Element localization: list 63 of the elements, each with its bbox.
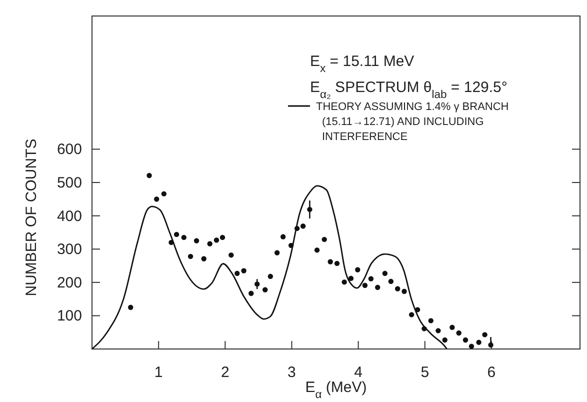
point — [207, 241, 212, 246]
point — [342, 279, 347, 285]
x-tick-label: 6 — [487, 364, 496, 381]
legend-label: THEORY ASSUMING 1.4% γ BRANCH (15.11→12.71) AND INCLUDING INTERFERENCE — [316, 101, 509, 143]
x-axis-title: E$_{α}$ (MeV) — [305, 379, 367, 401]
point — [428, 318, 434, 324]
point — [355, 267, 360, 272]
point — [442, 337, 448, 343]
point — [228, 252, 234, 258]
point — [482, 332, 488, 338]
point — [268, 274, 274, 280]
point — [322, 236, 327, 242]
point — [146, 172, 152, 178]
y-tick-label: 600 — [56, 141, 82, 158]
point — [348, 276, 354, 282]
point — [161, 191, 166, 196]
point — [262, 287, 268, 292]
point — [362, 282, 368, 288]
point — [388, 278, 394, 284]
point — [280, 234, 286, 240]
x-tick-label: 3 — [288, 364, 296, 381]
x-tick-label: 5 — [420, 364, 430, 381]
text: E$_{x}$ = 15.11 MeV — [310, 53, 414, 75]
point — [234, 270, 240, 276]
y-tick-label: 200 — [56, 274, 82, 292]
point — [456, 330, 462, 336]
point — [476, 340, 482, 345]
line-series — [91, 185, 448, 350]
point — [188, 254, 194, 260]
point — [375, 284, 380, 290]
y-tick-label: 500 — [56, 174, 82, 192]
point — [382, 270, 388, 276]
point — [462, 337, 468, 343]
point — [408, 312, 414, 318]
point — [174, 232, 180, 238]
point — [220, 234, 226, 240]
point — [241, 268, 246, 274]
point — [334, 260, 340, 266]
x-tick-label: 4 — [354, 364, 362, 381]
point — [436, 328, 441, 334]
x-tick-label: 2 — [220, 364, 230, 381]
point — [154, 196, 160, 202]
point — [468, 344, 474, 349]
point — [274, 250, 280, 256]
y-tick-label: 400 — [56, 208, 82, 225]
point — [328, 259, 333, 264]
point — [194, 238, 200, 244]
x-tick-label: 1 — [154, 364, 163, 381]
text: E$_{α₂}$ SPECTRUM θ$_{lab}$ = 129.5° — [310, 79, 508, 101]
y-tick-label: 300 — [56, 241, 82, 258]
y-tick-label: 100 — [56, 308, 82, 325]
point — [300, 224, 306, 229]
point — [181, 234, 186, 240]
point — [368, 276, 374, 282]
y-axis-title: NUMBER OF COUNTS — [23, 138, 40, 296]
point — [450, 324, 455, 330]
point — [402, 288, 407, 294]
point — [214, 238, 220, 243]
point — [201, 256, 206, 262]
point — [314, 248, 320, 253]
point — [128, 304, 134, 310]
point — [394, 286, 400, 292]
point — [248, 290, 254, 296]
